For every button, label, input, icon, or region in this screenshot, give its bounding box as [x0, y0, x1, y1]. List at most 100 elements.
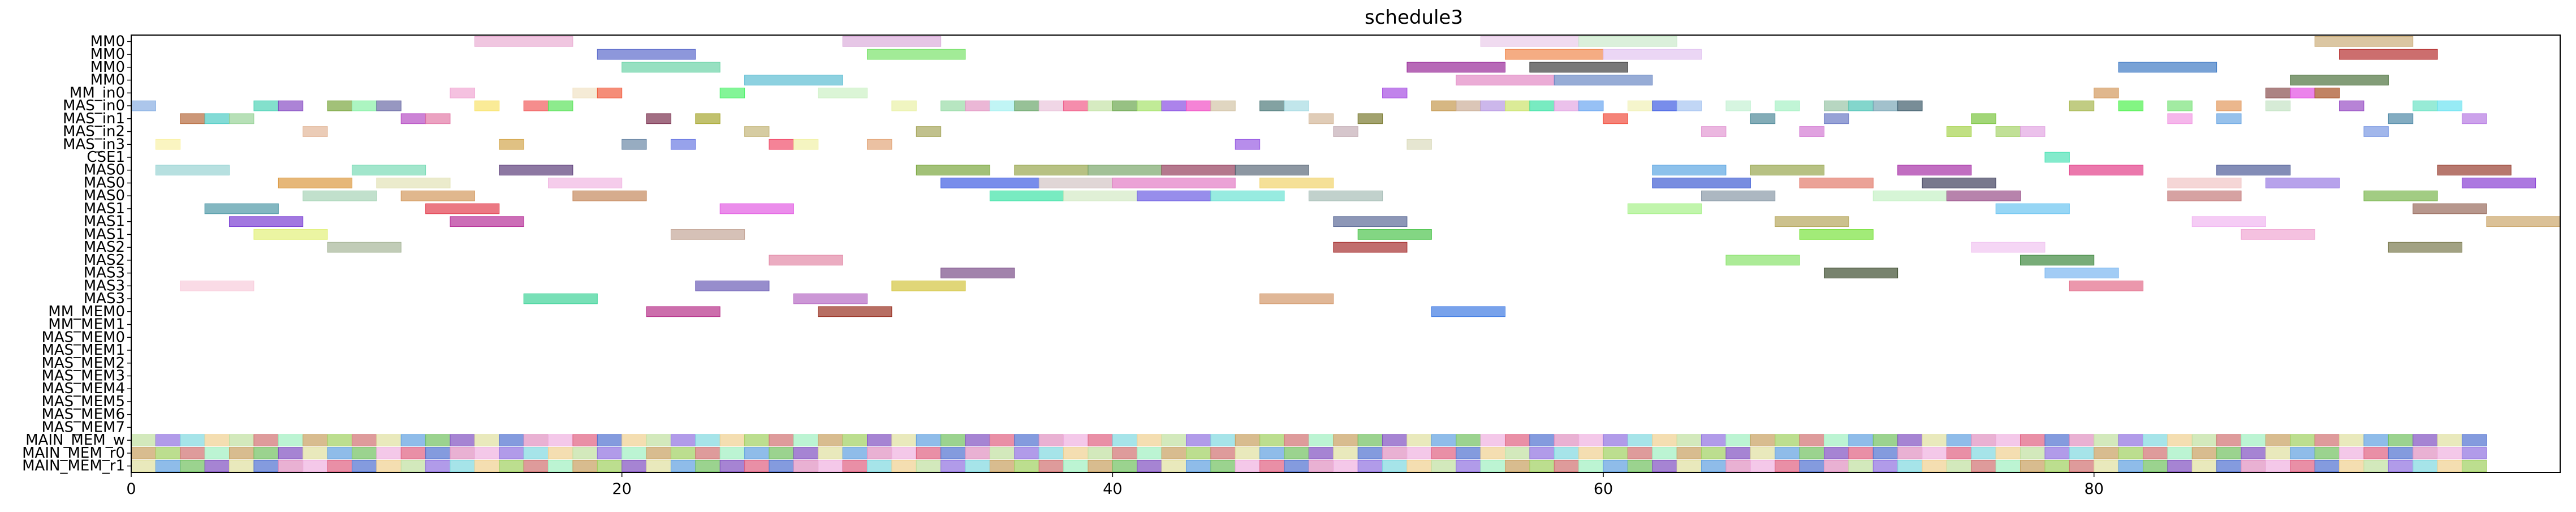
memory-block: [1554, 459, 1580, 472]
task-bar: [400, 190, 475, 201]
task-bar: [1284, 100, 1309, 111]
task-bar: [1627, 100, 1653, 111]
memory-block: [1038, 434, 1064, 446]
memory-block: [916, 434, 942, 446]
memory-block: [450, 434, 475, 446]
y-tick-label: MAS2: [84, 252, 125, 269]
memory-block: [2044, 434, 2070, 446]
memory-block: [450, 447, 475, 459]
memory-block: [1946, 459, 1972, 472]
memory-block: [1922, 434, 1947, 446]
task-bar: [1775, 100, 1800, 111]
task-bar: [916, 126, 942, 137]
task-bar: [1554, 100, 1580, 111]
memory-block: [744, 447, 770, 459]
memory-block: [769, 447, 794, 459]
memory-block: [1406, 434, 1432, 446]
task-bar: [769, 139, 794, 150]
task-bar: [376, 178, 451, 188]
memory-block: [1186, 459, 1211, 472]
task-bar: [2069, 165, 2143, 176]
task-bar: [1235, 165, 1309, 176]
task-bar: [597, 87, 623, 98]
task-bar: [670, 229, 745, 240]
memory-block: [1554, 434, 1580, 446]
task-bar: [2314, 87, 2340, 98]
memory-block: [1995, 434, 2021, 446]
memory-block: [1235, 447, 1261, 459]
memory-block: [1431, 447, 1457, 459]
memory-block: [1406, 459, 1432, 472]
memory-block: [1529, 434, 1555, 446]
memory-block: [2413, 447, 2438, 459]
y-tick-label: MAIN_MEM_w: [25, 432, 125, 449]
memory-block: [1014, 434, 1039, 446]
memory-block: [1799, 434, 1824, 446]
memory-block: [278, 434, 304, 446]
memory-block: [1235, 459, 1261, 472]
task-bar: [1504, 49, 1604, 60]
y-tick-label: MAS_in1: [63, 110, 125, 127]
memory-block: [2461, 459, 2487, 472]
memory-block: [1897, 459, 1923, 472]
y-tick-label: MAS0: [84, 174, 125, 191]
memory-block: [1284, 447, 1309, 459]
memory-block: [2094, 447, 2119, 459]
memory-block: [597, 434, 623, 446]
y-tick-label: MAS1: [84, 200, 125, 217]
memory-block: [1701, 447, 1727, 459]
memory-block: [2388, 459, 2414, 472]
memory-block: [2437, 434, 2462, 446]
task-bar: [2191, 216, 2266, 227]
task-bar: [2363, 126, 2389, 137]
task-bar: [1897, 100, 1923, 111]
memory-block: [1848, 447, 1874, 459]
task-bar: [351, 100, 377, 111]
memory-block: [1284, 459, 1309, 472]
memory-block: [2314, 459, 2340, 472]
task-bar: [1652, 100, 1677, 111]
memory-block: [1235, 434, 1261, 446]
task-bar: [1063, 190, 1138, 201]
task-bar: [1210, 100, 1236, 111]
task-bar: [1823, 100, 1849, 111]
memory-block: [523, 459, 549, 472]
memory-block: [793, 434, 819, 446]
memory-block: [744, 434, 770, 446]
memory-block: [769, 459, 794, 472]
memory-block: [2290, 447, 2315, 459]
task-bar: [2167, 190, 2242, 201]
task-bar: [450, 87, 475, 98]
memory-block: [867, 434, 892, 446]
memory-block: [155, 459, 181, 472]
task-bar: [155, 165, 230, 176]
memory-block: [1161, 459, 1187, 472]
x-axis: 0 20 40 60 80: [126, 472, 2104, 498]
task-bar: [1137, 100, 1162, 111]
memory-block: [1823, 459, 1849, 472]
memory-block: [1014, 447, 1039, 459]
memory-block: [1701, 459, 1727, 472]
memory-block: [1088, 447, 1113, 459]
memory-block: [548, 434, 573, 446]
task-bar: [1897, 165, 1972, 176]
memory-block: [2265, 459, 2291, 472]
memory-block: [1897, 434, 1923, 446]
memory-block: [622, 434, 647, 446]
memory-block: [842, 434, 868, 446]
memory-block: [204, 434, 230, 446]
memory-block: [695, 459, 720, 472]
task-bar: [916, 165, 990, 176]
task-bar: [1112, 100, 1138, 111]
memory-bars: [131, 434, 2487, 472]
memory-block: [1504, 459, 1530, 472]
task-bar: [1406, 62, 1505, 73]
task-bar: [940, 268, 1015, 278]
memory-block: [1823, 434, 1849, 446]
task-bar: [2265, 178, 2340, 188]
task-bar: [793, 293, 868, 304]
task-bar: [1578, 36, 1677, 47]
memory-block: [1456, 434, 1481, 446]
task-bar: [1652, 165, 1727, 176]
memory-block: [351, 459, 377, 472]
